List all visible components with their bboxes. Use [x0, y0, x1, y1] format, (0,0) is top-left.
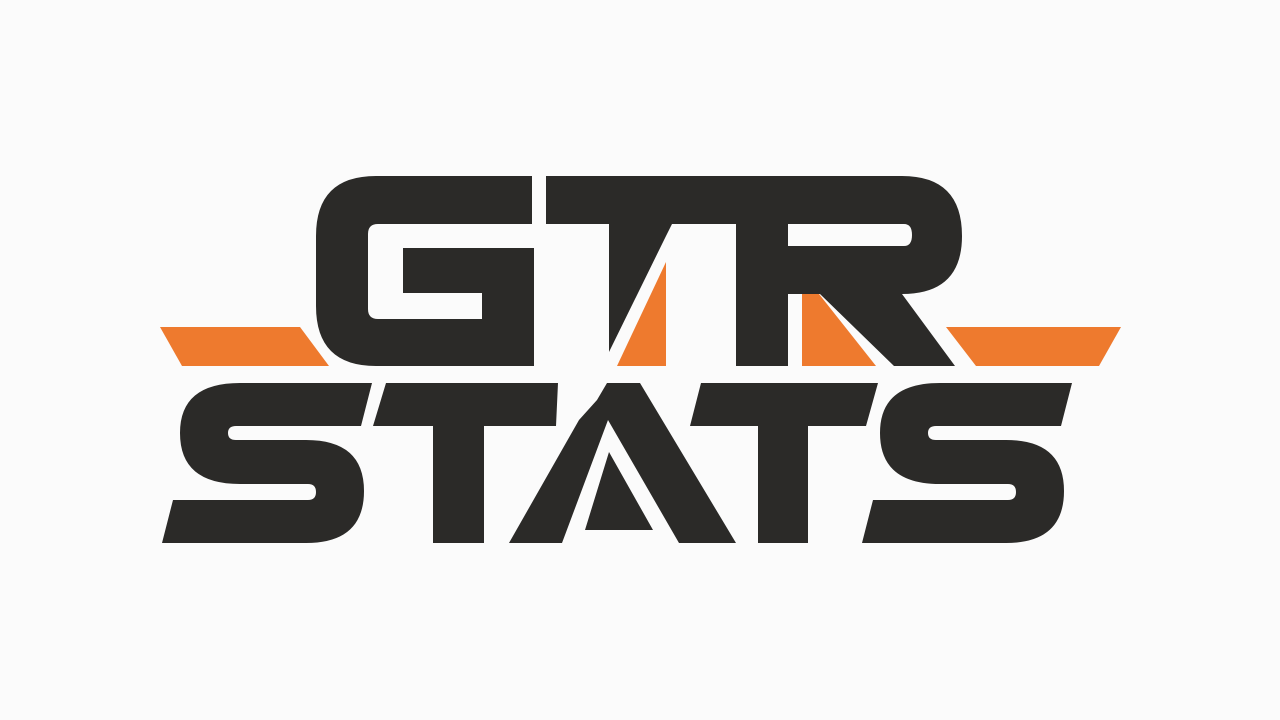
- logo-line2-glyphs: [162, 383, 1072, 543]
- left-accent-bar: [160, 327, 329, 366]
- letter-g: [316, 176, 534, 366]
- letter-s-second: [862, 383, 1072, 543]
- letter-s-first: [162, 383, 372, 543]
- right-accent-bar: [946, 327, 1121, 366]
